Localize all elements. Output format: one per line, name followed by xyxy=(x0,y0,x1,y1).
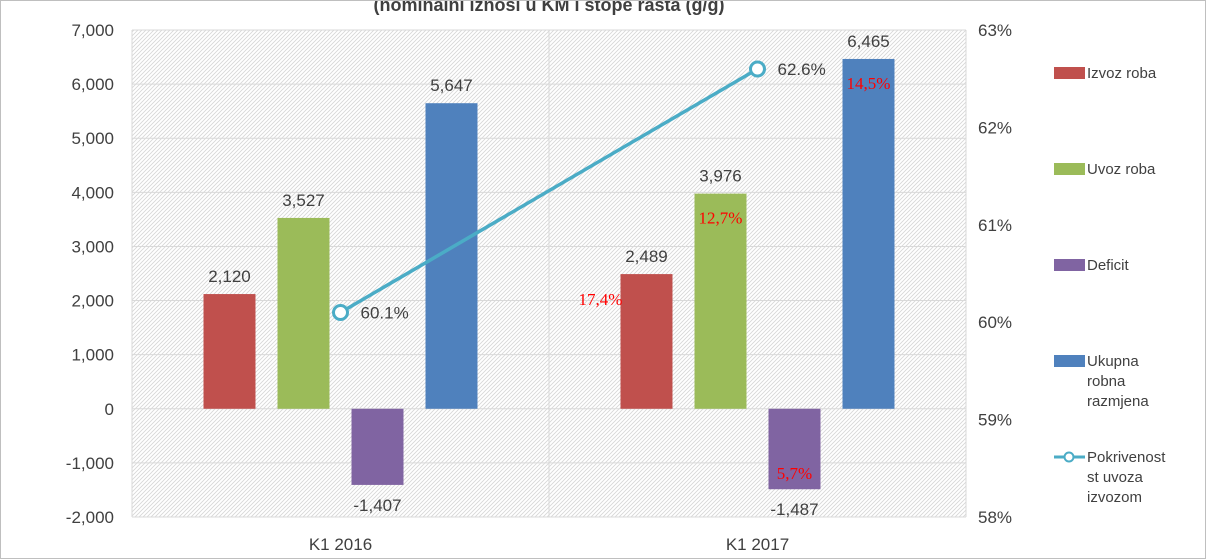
data-label: -1,407 xyxy=(353,496,401,515)
data-label: 3,976 xyxy=(699,167,742,186)
data-label: -1,487 xyxy=(770,500,818,519)
data-labels: 2,120 3,527 -1,407 5,647 2,489 17,4% 3,976 12,7… xyxy=(208,32,890,519)
axes: 7,000 6,000 5,000 4,000 3,000 2,000 1,000 0 -1,0… xyxy=(66,21,1012,554)
y-tick-label: 4,000 xyxy=(71,183,114,202)
legend-item: Izvoz roba xyxy=(1054,65,1157,82)
y-tick-label: 2,000 xyxy=(71,292,114,311)
y-tick-label: -1,000 xyxy=(66,454,114,473)
bar xyxy=(620,274,673,409)
legend-item: Ukupna robna razmjena xyxy=(1054,353,1149,410)
legend-label: Ukupna xyxy=(1087,353,1139,370)
y-tick-label: 6,000 xyxy=(71,75,114,94)
x-tick-label: K1 2016 xyxy=(309,535,372,554)
bar xyxy=(203,294,256,409)
bar xyxy=(351,408,404,485)
y-tick-label: 7,000 xyxy=(71,21,114,40)
growth-label: 12,7% xyxy=(699,209,743,228)
x-tick-label: K1 2017 xyxy=(726,535,789,554)
data-label: 6,465 xyxy=(847,32,890,51)
bar xyxy=(425,103,478,409)
y2-tick-label: 62% xyxy=(978,118,1012,137)
bar xyxy=(277,217,330,409)
y2-tick-label: 59% xyxy=(978,411,1012,430)
bars xyxy=(203,58,895,490)
legend-swatch xyxy=(1054,163,1085,175)
legend-label: Pokrivenost xyxy=(1087,449,1166,466)
data-label: 3,527 xyxy=(282,191,325,210)
legend-swatch xyxy=(1054,259,1085,271)
coverage-marker xyxy=(332,303,349,321)
y2-tick-label: 61% xyxy=(978,216,1012,235)
coverage-marker xyxy=(749,60,766,78)
gridlines xyxy=(131,29,967,518)
bar xyxy=(768,408,821,490)
legend-label: izvozom xyxy=(1087,489,1142,506)
legend-swatch xyxy=(1054,355,1085,367)
line-label: 60.1% xyxy=(361,303,409,322)
y-tick-label: 1,000 xyxy=(71,346,114,365)
legend: Izvoz roba Uvoz roba Deficit Ukupna robna raz… xyxy=(1054,65,1166,506)
legend-swatch xyxy=(1054,67,1085,79)
growth-label: 17,4% xyxy=(579,290,623,309)
y2-tick-label: 63% xyxy=(978,21,1012,40)
legend-label: razmjena xyxy=(1087,393,1149,410)
bar xyxy=(842,58,895,409)
legend-item: Deficit xyxy=(1054,257,1130,274)
coverage-line xyxy=(339,67,759,314)
growth-label: 5,7% xyxy=(777,464,812,483)
y2-tick-label: 60% xyxy=(978,313,1012,332)
coverage-line-layer xyxy=(332,60,766,321)
legend-item: Pokrivenost st uvoza izvozom xyxy=(1054,449,1166,506)
y-tick-label: 0 xyxy=(105,400,114,419)
legend-label: robna xyxy=(1087,373,1126,390)
legend-label: Deficit xyxy=(1087,257,1130,274)
y-tick-label: 5,000 xyxy=(71,129,114,148)
legend-label: Izvoz roba xyxy=(1087,65,1157,82)
legend-item: Uvoz roba xyxy=(1054,161,1156,178)
legend-label: st uvoza xyxy=(1087,469,1144,486)
y2-tick-label: 58% xyxy=(978,508,1012,527)
bar xyxy=(694,193,747,409)
data-label: 2,120 xyxy=(208,267,251,286)
line-label: 62.6% xyxy=(778,60,826,79)
y-tick-label: -2,000 xyxy=(66,508,114,527)
legend-label: Uvoz roba xyxy=(1087,161,1156,178)
data-label: 5,647 xyxy=(430,76,473,95)
growth-label: 14,5% xyxy=(847,74,891,93)
data-label: 2,489 xyxy=(625,247,668,266)
y-tick-label: 3,000 xyxy=(71,237,114,256)
legend-marker xyxy=(1063,451,1075,463)
chart-title: (nominalni iznosi u KM i stope rasta (g/… xyxy=(373,0,724,15)
